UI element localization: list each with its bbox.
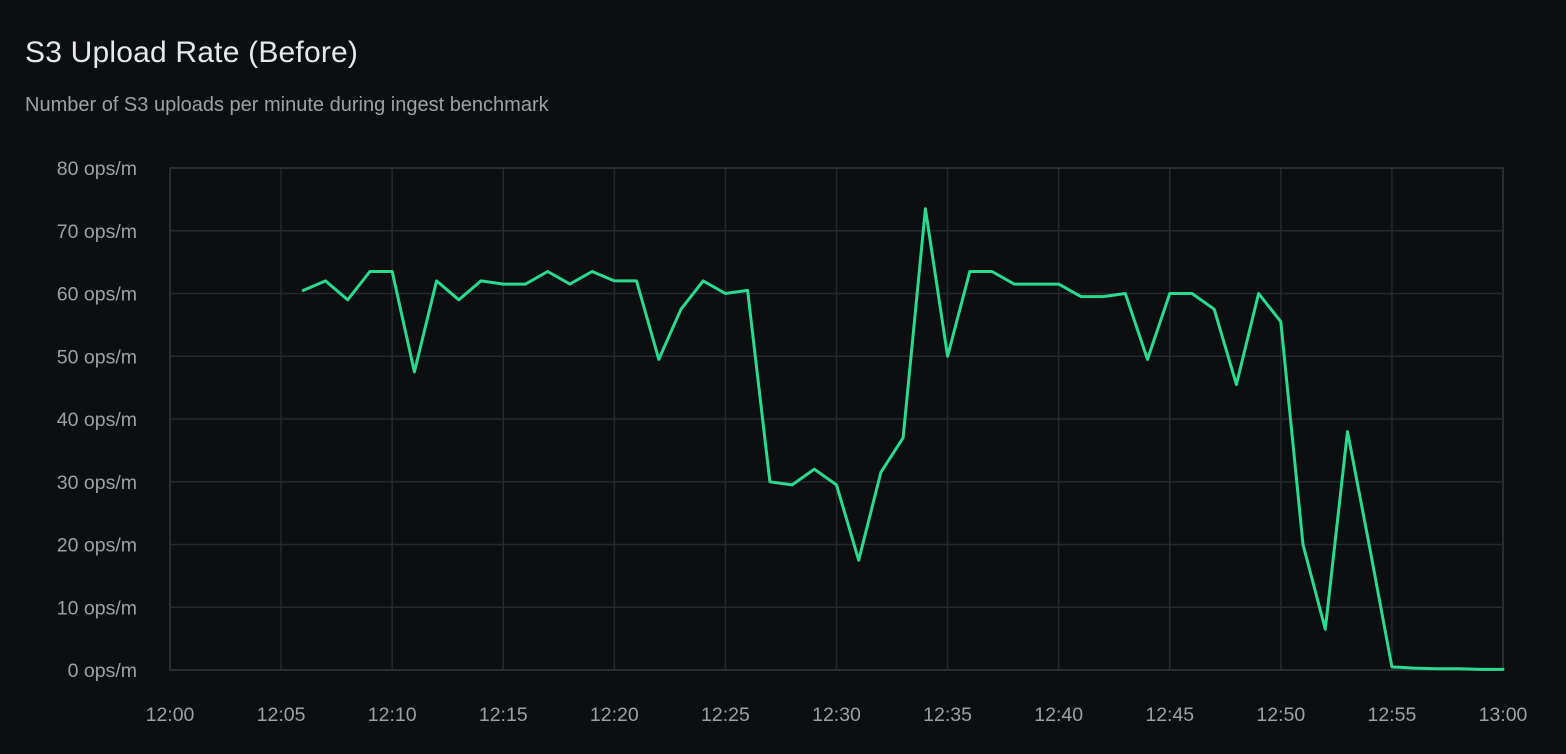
y-tick-label: 20 ops/m [57, 535, 137, 557]
x-tick-label: 12:00 [146, 704, 195, 726]
y-tick-label: 60 ops/m [57, 284, 137, 306]
chart-title: S3 Upload Rate (Before) [25, 36, 359, 69]
x-tick-label: 12:15 [479, 704, 528, 726]
x-tick-labels: 12:00 12:05 12:10 12:15 12:20 12:25 12:30 12:35… [146, 704, 1528, 726]
y-tick-label: 0 ops/m [68, 660, 137, 682]
x-tick-label: 12:10 [368, 704, 417, 726]
x-tick-label: 12:30 [812, 704, 861, 726]
x-tick-label: 13:00 [1479, 704, 1528, 726]
x-tick-label: 12:55 [1368, 704, 1417, 726]
x-tick-label: 12:20 [590, 704, 639, 726]
x-tick-label: 12:45 [1145, 704, 1194, 726]
y-tick-label: 30 ops/m [57, 472, 137, 494]
y-tick-label: 10 ops/m [57, 597, 137, 619]
x-tick-label: 12:05 [257, 704, 306, 726]
series-line-s3-upload-rate [301, 207, 1505, 671]
x-tick-label: 12:50 [1256, 704, 1305, 726]
y-tick-label: 40 ops/m [57, 409, 137, 431]
x-tick-label: 12:25 [701, 704, 750, 726]
y-tick-label: 50 ops/m [57, 346, 137, 368]
y-tick-label: 70 ops/m [57, 221, 137, 243]
grid-lines [169, 167, 1504, 671]
chart-subtitle: Number of S3 uploads per minute during i… [25, 94, 549, 116]
y-tick-label: 80 ops/m [57, 158, 137, 180]
plot-border [169, 167, 1504, 671]
y-tick-labels: 80 ops/m 70 ops/m 60 ops/m 50 ops/m 40 ops/m… [57, 158, 137, 682]
x-tick-label: 12:40 [1034, 704, 1083, 726]
x-tick-label: 12:35 [923, 704, 972, 726]
